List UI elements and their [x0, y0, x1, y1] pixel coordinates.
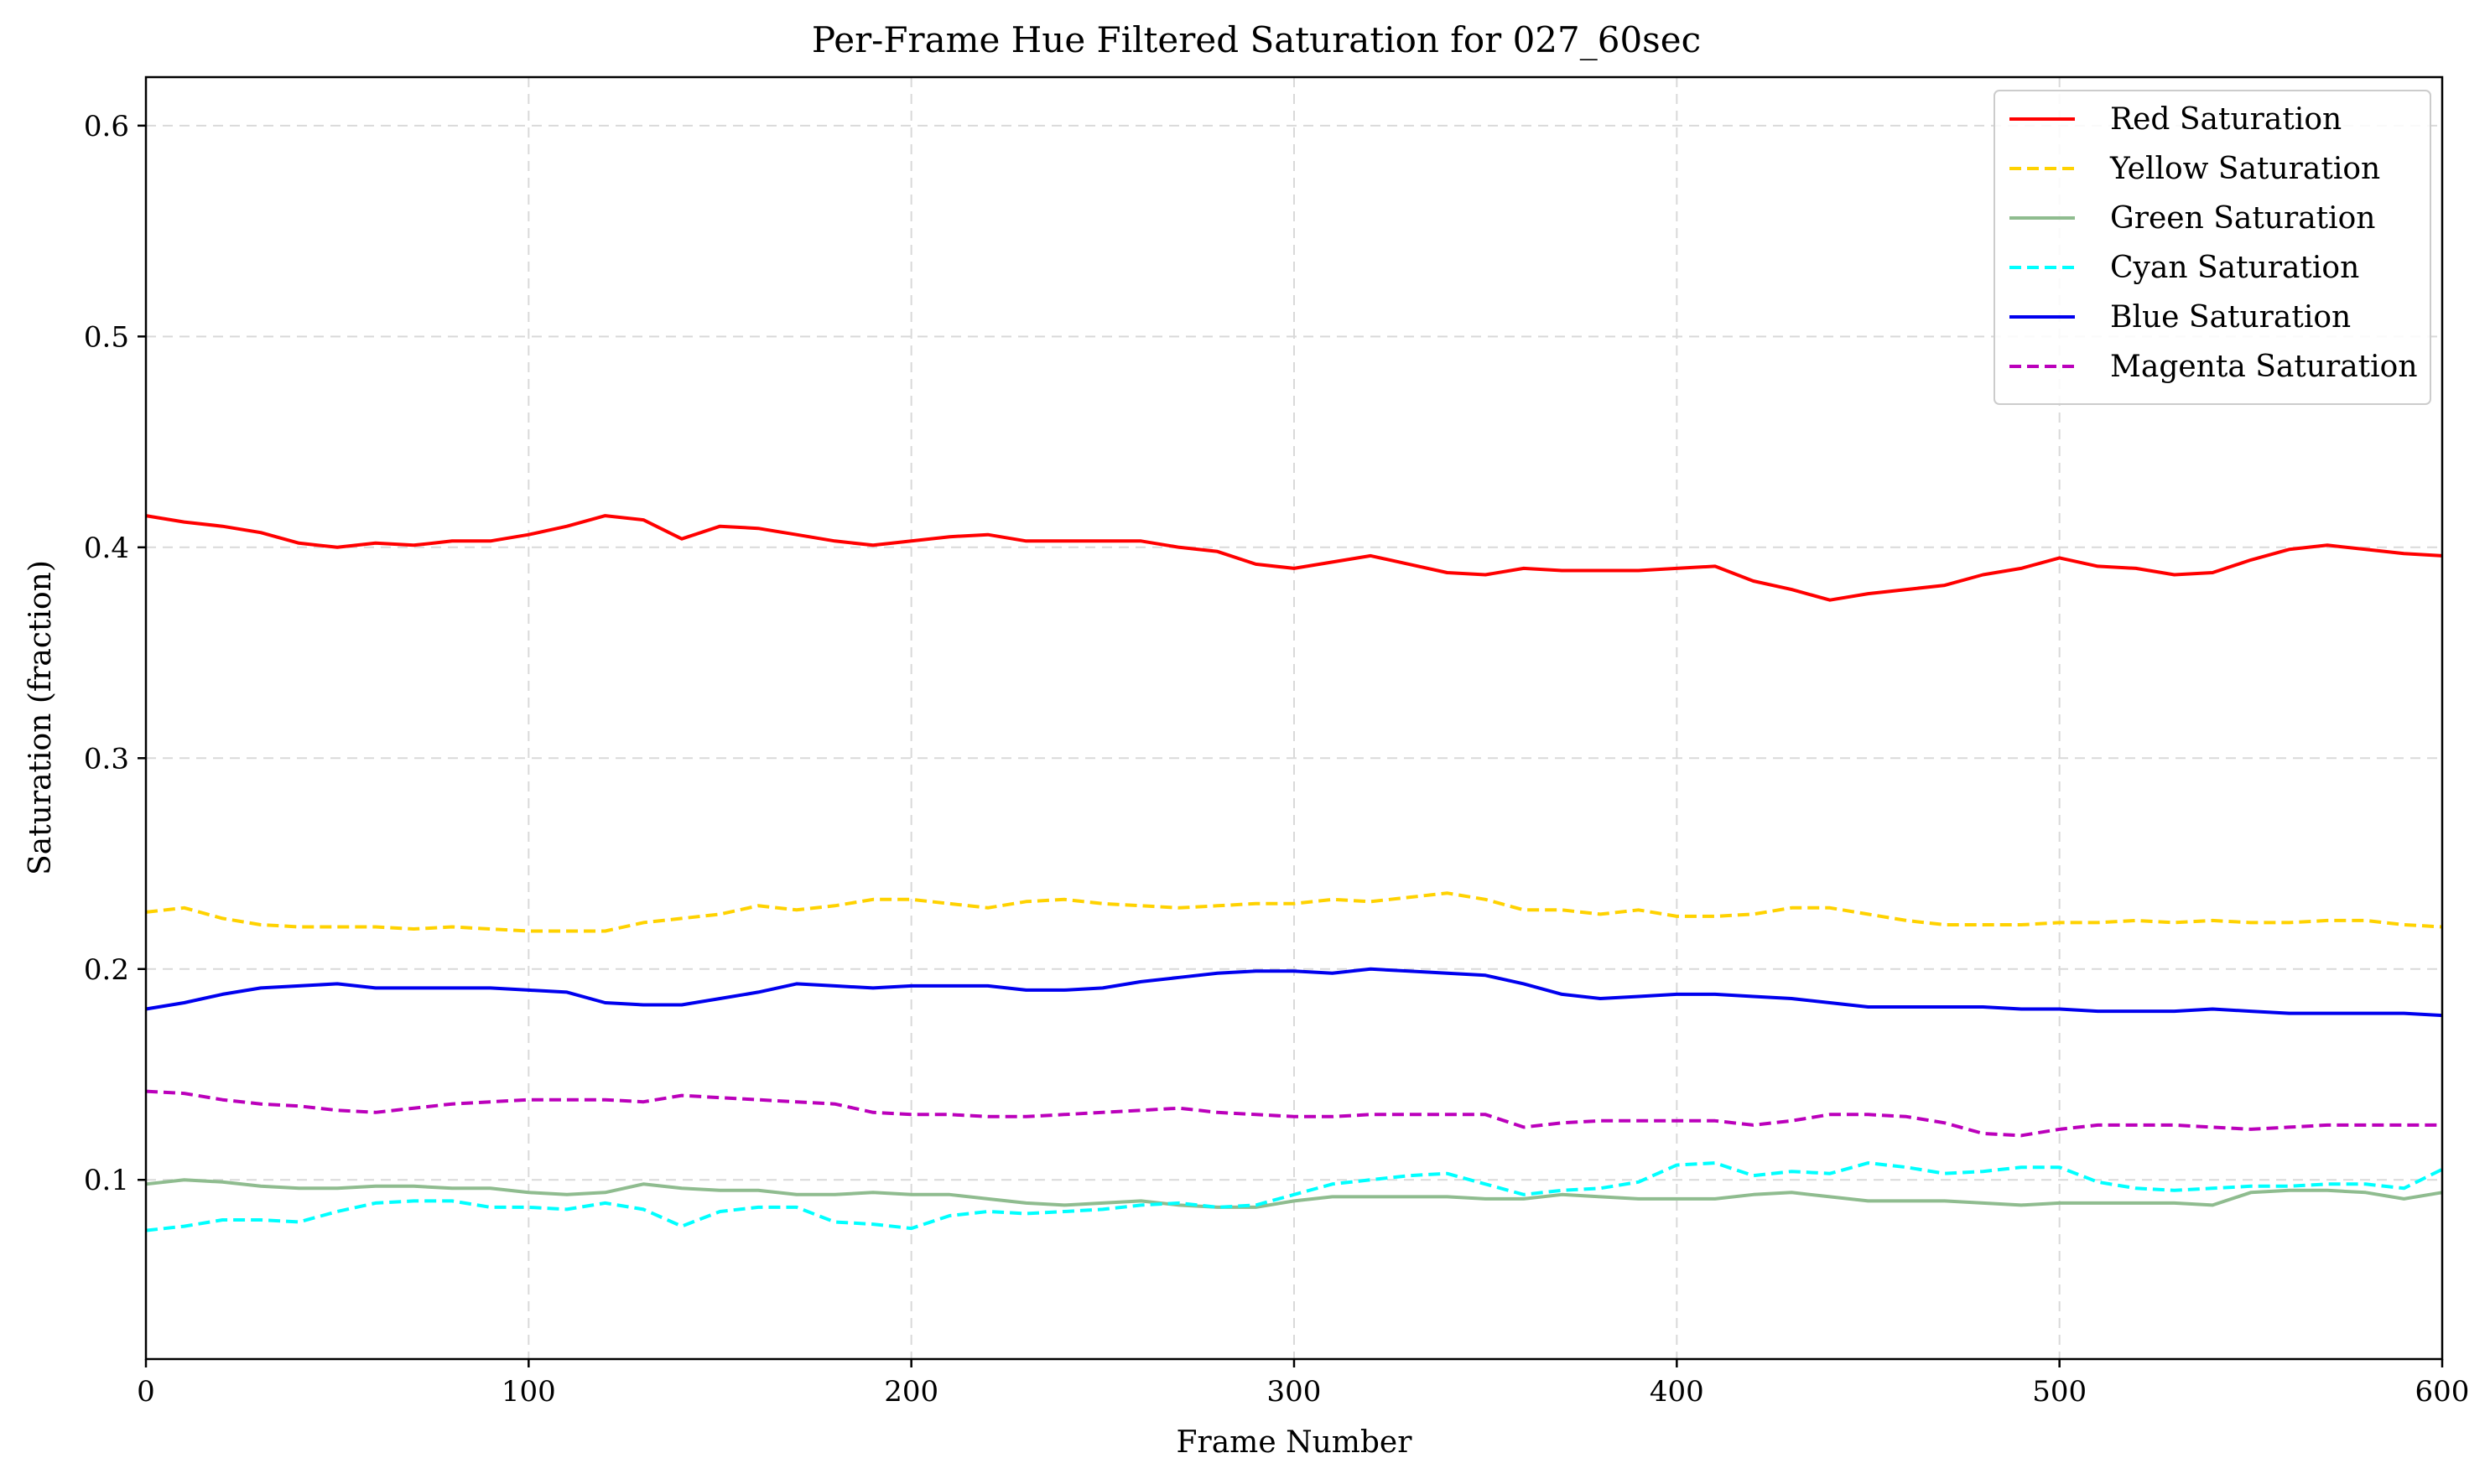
- legend-entry-label: Red Saturation: [2110, 102, 2342, 137]
- legend-entry-label: Cyan Saturation: [2110, 251, 2359, 285]
- series-line-cyan-saturation: [145, 1161, 2443, 1232]
- y-axis-label: Saturation (fraction): [23, 560, 58, 875]
- series-layer: [145, 514, 2443, 1232]
- y-tick-label: 0.3: [84, 742, 129, 776]
- x-tick-label: 500: [2032, 1375, 2087, 1409]
- legend-entry-label: Green Saturation: [2110, 201, 2376, 236]
- x-tick-label: 200: [884, 1375, 938, 1409]
- chart-title: Per-Frame Hue Filtered Saturation for 02…: [812, 19, 1701, 60]
- x-tick-label: 0: [137, 1375, 155, 1409]
- series-line-red-saturation: [145, 514, 2443, 602]
- x-tick-label: 100: [502, 1375, 556, 1409]
- y-tick-label: 0.1: [84, 1164, 129, 1197]
- y-tick-label: 0.4: [84, 532, 129, 565]
- series-line-blue-saturation: [145, 967, 2443, 1018]
- x-tick-label: 400: [1650, 1375, 1704, 1409]
- y-tick-label: 0.5: [84, 320, 129, 354]
- series-line-yellow-saturation: [145, 891, 2443, 933]
- legend-entry-label: Magenta Saturation: [2110, 350, 2418, 384]
- series-line-magenta-saturation: [145, 1089, 2442, 1138]
- x-tick-label: 300: [1267, 1375, 1322, 1409]
- tick-layer: 0 100 200 300 400 500 600 0.1 0.2 0.3 0.4 0.5 0.6: [84, 110, 2470, 1409]
- y-tick-label: 0.6: [84, 110, 129, 143]
- y-tick-label: 0.2: [84, 953, 129, 987]
- x-axis-label: Frame Number: [1177, 1425, 1413, 1460]
- series-line-green-saturation: [145, 1178, 2443, 1209]
- legend-entry-label: Blue Saturation: [2110, 300, 2351, 335]
- x-tick-label: 600: [2415, 1375, 2470, 1409]
- legend-entry-label: Yellow Saturation: [2109, 152, 2380, 186]
- legend-box: [1994, 90, 2431, 405]
- legend: Red Saturation Yellow Saturation Green Sat…: [1994, 90, 2431, 405]
